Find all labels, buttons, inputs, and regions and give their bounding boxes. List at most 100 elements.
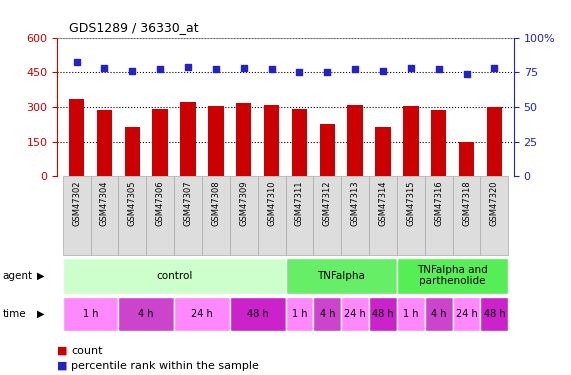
Point [128, 68, 137, 74]
Text: ■: ■ [57, 346, 67, 355]
Point [211, 66, 220, 72]
Bar [258, 176, 286, 255]
Bar [375, 127, 391, 176]
Text: GSM47311: GSM47311 [295, 180, 304, 226]
Text: ▶: ▶ [37, 309, 45, 319]
Text: GSM47302: GSM47302 [72, 180, 81, 226]
Point [72, 60, 81, 66]
Bar [230, 297, 286, 331]
Text: 1 h: 1 h [403, 309, 419, 319]
Bar [63, 176, 91, 255]
Bar [341, 297, 369, 331]
Bar [146, 176, 174, 255]
Text: GSM47306: GSM47306 [156, 180, 164, 226]
Bar [174, 297, 230, 331]
Point [267, 66, 276, 72]
Point [351, 66, 360, 72]
Text: percentile rank within the sample: percentile rank within the sample [71, 361, 259, 370]
Bar [174, 176, 202, 255]
Text: time: time [3, 309, 26, 319]
Bar [208, 106, 223, 176]
Bar [369, 176, 397, 255]
Text: 4 h: 4 h [431, 309, 447, 319]
Text: ■: ■ [57, 361, 67, 370]
Bar [313, 297, 341, 331]
Bar [63, 297, 118, 331]
Bar [118, 176, 146, 255]
Point [407, 65, 416, 71]
Text: control: control [156, 271, 192, 280]
Bar [97, 110, 112, 176]
Bar [459, 142, 474, 176]
Text: GSM47313: GSM47313 [351, 180, 360, 226]
Point [100, 65, 109, 71]
Text: GSM47304: GSM47304 [100, 180, 109, 226]
Bar [425, 176, 453, 255]
Text: TNFalpha and
parthenolide: TNFalpha and parthenolide [417, 265, 488, 286]
Bar [152, 109, 168, 176]
Bar [292, 109, 307, 176]
Point [379, 68, 388, 74]
Text: GSM47312: GSM47312 [323, 180, 332, 226]
Text: GSM47318: GSM47318 [462, 180, 471, 226]
Bar [341, 176, 369, 255]
Point [295, 69, 304, 75]
Text: TNFalpha: TNFalpha [317, 271, 365, 280]
Text: GSM47310: GSM47310 [267, 180, 276, 226]
Bar [202, 176, 230, 255]
Point [462, 70, 471, 76]
Text: GSM47320: GSM47320 [490, 180, 499, 226]
Bar [230, 176, 258, 255]
Text: GSM47307: GSM47307 [183, 180, 192, 226]
Bar [286, 297, 313, 331]
Text: 4 h: 4 h [139, 309, 154, 319]
Text: ▶: ▶ [37, 271, 45, 280]
Bar [453, 297, 480, 331]
Bar [425, 297, 453, 331]
Text: GSM47315: GSM47315 [407, 180, 415, 226]
Text: 24 h: 24 h [344, 309, 366, 319]
Text: agent: agent [3, 271, 33, 280]
Bar [431, 110, 447, 176]
Bar [397, 176, 425, 255]
Text: count: count [71, 346, 103, 355]
Bar [397, 297, 425, 331]
Bar [320, 123, 335, 176]
Bar [397, 258, 508, 294]
Bar [348, 105, 363, 176]
Text: 24 h: 24 h [191, 309, 213, 319]
Bar [286, 176, 313, 255]
Text: GSM47308: GSM47308 [211, 180, 220, 226]
Point [490, 65, 499, 71]
Text: GSM47314: GSM47314 [379, 180, 388, 226]
Point [323, 69, 332, 75]
Text: 48 h: 48 h [484, 309, 505, 319]
Bar [486, 107, 502, 176]
Bar [124, 126, 140, 176]
Point [155, 66, 164, 72]
Text: 48 h: 48 h [247, 309, 268, 319]
Text: GDS1289 / 36330_at: GDS1289 / 36330_at [69, 21, 198, 34]
Bar [180, 102, 196, 176]
Bar [91, 176, 118, 255]
Text: GSM47316: GSM47316 [434, 180, 443, 226]
Text: 1 h: 1 h [292, 309, 307, 319]
Bar [313, 176, 341, 255]
Point [239, 65, 248, 71]
Text: 1 h: 1 h [83, 309, 98, 319]
Bar [403, 106, 419, 176]
Bar [453, 176, 480, 255]
Text: 24 h: 24 h [456, 309, 477, 319]
Bar [118, 297, 174, 331]
Bar [264, 105, 279, 176]
Text: GSM47305: GSM47305 [128, 180, 137, 226]
Bar [480, 297, 508, 331]
Bar [63, 258, 286, 294]
Bar [236, 104, 251, 176]
Bar [69, 99, 85, 176]
Point [434, 66, 443, 72]
Bar [286, 258, 397, 294]
Text: 48 h: 48 h [372, 309, 394, 319]
Text: 4 h: 4 h [320, 309, 335, 319]
Point [183, 64, 192, 70]
